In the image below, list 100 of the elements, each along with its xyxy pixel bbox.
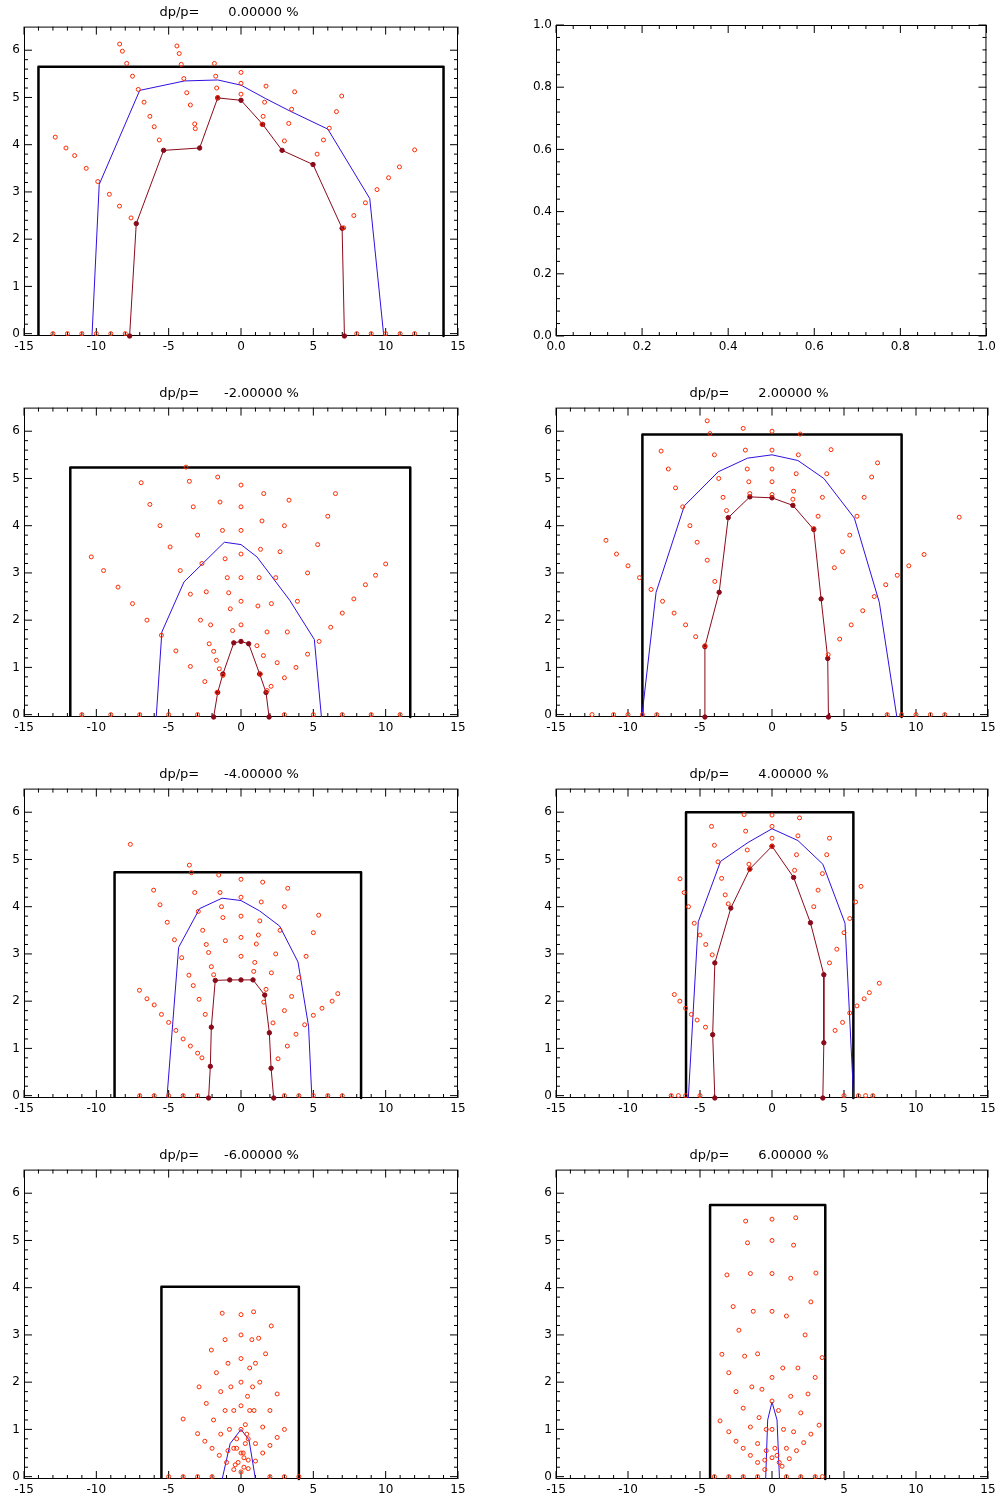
y-tick-label: 0.2 — [532, 265, 552, 280]
y-tick-label: 0.8 — [532, 79, 552, 94]
x-tick-label: 15 — [980, 1482, 996, 1497]
x-tick-label: -5 — [694, 1101, 706, 1116]
chart-title: dp/p= -6.00000 % — [159, 1147, 299, 1163]
y-tick-label: 0 — [12, 1087, 20, 1102]
x-tick-label: -10 — [618, 720, 638, 735]
y-tick-label: 3 — [12, 1327, 20, 1342]
y-tick-label: 5 — [544, 470, 552, 485]
y-tick-label: 1 — [12, 1040, 20, 1055]
y-tick-label: 1 — [544, 659, 552, 674]
y-tick-label: 2 — [12, 993, 20, 1008]
x-tick-label: 5 — [840, 720, 848, 735]
x-tick-label: 5 — [840, 1482, 848, 1497]
y-tick-label: 0 — [544, 1468, 552, 1483]
y-tick-label: 1 — [12, 1421, 20, 1436]
x-tick-label: -15 — [546, 1482, 566, 1497]
x-tick-label: 0.6 — [804, 339, 824, 354]
y-tick-label: 5 — [12, 470, 20, 485]
y-tick-label: 5 — [12, 851, 20, 866]
x-tick-label: 10 — [378, 339, 394, 354]
y-tick-label: 0 — [544, 706, 552, 721]
x-tick-label: 0 — [237, 720, 245, 735]
y-tick-label: 6 — [12, 804, 20, 819]
y-tick-label: 5 — [12, 1232, 20, 1247]
y-tick-label: 5 — [544, 851, 552, 866]
y-tick-label: 6 — [12, 423, 20, 438]
y-tick-label: 4 — [12, 517, 20, 532]
x-tick-label: -10 — [618, 1482, 638, 1497]
x-tick-label: 0 — [237, 339, 245, 354]
y-tick-label: 5 — [12, 89, 20, 104]
x-tick-label: -15 — [14, 1482, 34, 1497]
chart-title: dp/p= 2.00000 % — [689, 385, 829, 401]
x-tick-label: -15 — [546, 720, 566, 735]
x-tick-label: -15 — [14, 720, 34, 735]
chart-title: dp/p= -2.00000 % — [159, 385, 299, 401]
y-tick-label: 6 — [544, 423, 552, 438]
x-tick-label: -15 — [546, 1101, 566, 1116]
x-tick-label: 15 — [450, 339, 466, 354]
x-tick-label: 10 — [908, 720, 924, 735]
chart-title: dp/p= 4.00000 % — [689, 766, 829, 782]
x-tick-label: -5 — [694, 720, 706, 735]
y-tick-label: 2 — [12, 1374, 20, 1389]
x-tick-label: 15 — [450, 720, 466, 735]
x-tick-label: -10 — [86, 1101, 107, 1116]
y-tick-label: 1 — [544, 1421, 552, 1436]
y-tick-label: 5 — [544, 1232, 552, 1247]
x-tick-label: 10 — [378, 1101, 394, 1116]
y-tick-label: 4 — [12, 898, 20, 913]
x-tick-label: 15 — [450, 1482, 466, 1497]
x-tick-label: -5 — [162, 1482, 175, 1497]
y-tick-label: 3 — [12, 565, 20, 580]
x-tick-label: 0 — [768, 1101, 776, 1116]
x-tick-label: -5 — [162, 1101, 175, 1116]
y-tick-label: 4 — [12, 1279, 20, 1294]
y-tick-label: 1.0 — [532, 17, 552, 32]
x-tick-label: -10 — [618, 1101, 638, 1116]
y-tick-label: 6 — [544, 804, 552, 819]
y-tick-label: 1 — [544, 1040, 552, 1055]
y-tick-label: 2 — [12, 612, 20, 627]
y-tick-label: 4 — [12, 136, 20, 151]
x-tick-label: 10 — [378, 720, 394, 735]
x-tick-label: -5 — [694, 1482, 706, 1497]
y-tick-label: 6 — [12, 1185, 20, 1200]
y-tick-label: 4 — [544, 898, 552, 913]
x-tick-label: 10 — [908, 1482, 924, 1497]
x-tick-label: 5 — [309, 720, 318, 735]
x-tick-label: 1.0 — [976, 339, 996, 354]
x-tick-label: 0 — [768, 720, 776, 735]
x-tick-label: 0 — [768, 1482, 776, 1497]
y-tick-label: 4 — [544, 1279, 552, 1294]
y-tick-label: 2 — [12, 231, 20, 246]
x-tick-label: 10 — [908, 1101, 924, 1116]
x-tick-label: -10 — [86, 1482, 107, 1497]
y-tick-label: 3 — [12, 184, 20, 199]
y-tick-label: 1 — [12, 278, 20, 293]
x-tick-label: 5 — [840, 1101, 848, 1116]
y-tick-label: 6 — [12, 42, 20, 57]
y-tick-label: 0 — [544, 1087, 552, 1102]
x-tick-label: -5 — [162, 339, 175, 354]
x-tick-label: 15 — [980, 1101, 996, 1116]
x-tick-label: -10 — [86, 339, 107, 354]
y-tick-label: 1 — [12, 659, 20, 674]
y-tick-label: 2 — [544, 612, 552, 627]
x-tick-label: -15 — [14, 1101, 34, 1116]
x-tick-label: 15 — [450, 1101, 466, 1116]
y-tick-label: 0 — [12, 325, 20, 340]
x-tick-label: 5 — [309, 1101, 318, 1116]
x-tick-label: 0.4 — [718, 339, 738, 354]
x-tick-label: -5 — [162, 720, 175, 735]
y-tick-label: 2 — [544, 993, 552, 1008]
chart-title: dp/p= -4.00000 % — [159, 766, 299, 782]
x-tick-label: -10 — [86, 720, 107, 735]
x-tick-label: 0 — [237, 1101, 245, 1116]
y-tick-label: 6 — [544, 1185, 552, 1200]
x-tick-label: 5 — [309, 339, 318, 354]
y-tick-label: 2 — [544, 1374, 552, 1389]
y-tick-label: 3 — [544, 565, 552, 580]
y-tick-label: 3 — [544, 1327, 552, 1342]
x-tick-label: 5 — [309, 1482, 318, 1497]
